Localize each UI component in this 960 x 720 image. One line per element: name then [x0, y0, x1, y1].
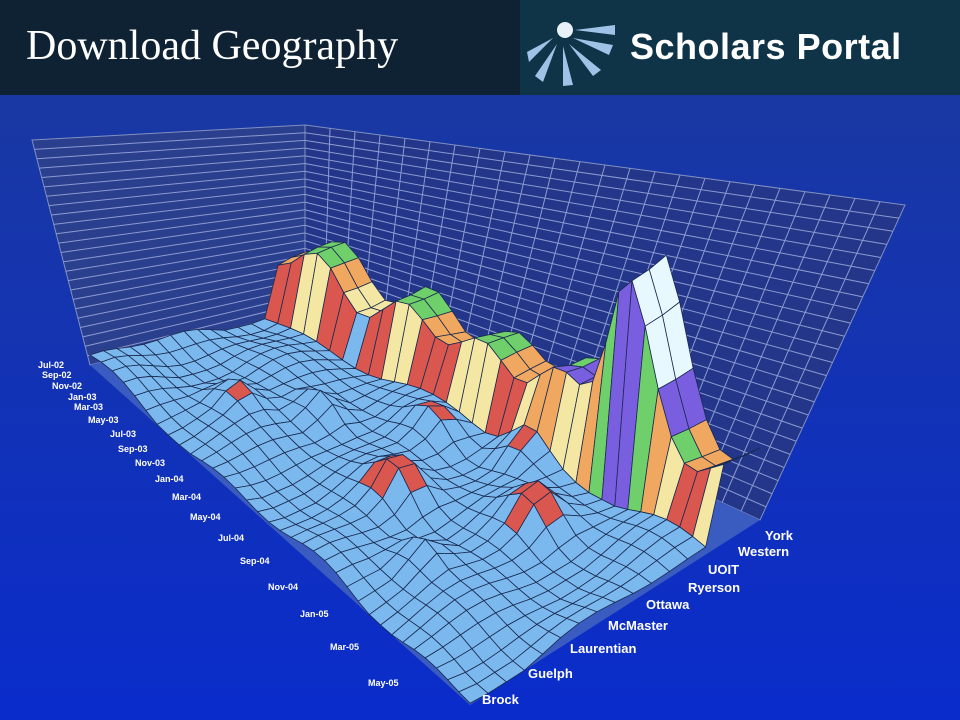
- university-label: York: [765, 528, 794, 543]
- wall-grid-line: [65, 232, 306, 272]
- wall-grid-line: [34, 132, 306, 150]
- university-label: Ryerson: [688, 580, 740, 595]
- wall-grid-line: [75, 263, 306, 310]
- wall-grid-line: [44, 163, 306, 188]
- date-label: Nov-04: [268, 582, 298, 592]
- university-label: Laurentian: [570, 641, 637, 656]
- wall-grid-line: [48, 178, 306, 207]
- wall-grid: [34, 128, 900, 512]
- date-label: Jul-02: [38, 360, 64, 370]
- date-label: May-05: [368, 678, 399, 688]
- date-label: Mar-04: [172, 492, 201, 502]
- university-label: McMaster: [608, 618, 668, 633]
- wall-grid-line: [56, 201, 306, 235]
- wall-grid-line: [70, 247, 306, 291]
- wall-grid-line: [63, 224, 306, 263]
- university-label: Guelph: [528, 666, 573, 681]
- date-label: Nov-02: [52, 381, 82, 391]
- date-label: May-04: [190, 512, 221, 522]
- wall-grid-line: [36, 139, 306, 160]
- wall-grid-line: [740, 201, 881, 512]
- date-label: Sep-04: [240, 556, 270, 566]
- slide-title: Download Geography: [26, 23, 399, 69]
- wall-grid-line: [46, 170, 306, 197]
- logo-bar: Scholars Portal: [520, 0, 960, 95]
- date-label: Sep-03: [118, 444, 148, 454]
- university-label: UOIT: [708, 562, 739, 577]
- wall-grid-line: [82, 286, 306, 338]
- wall-grid-line: [53, 193, 306, 225]
- surface-cell: [458, 683, 489, 704]
- date-label: Mar-05: [330, 642, 359, 652]
- title-bar: Download Geography: [0, 0, 520, 95]
- date-label: Sep-02: [42, 370, 72, 380]
- date-label: Nov-03: [135, 458, 165, 468]
- logo-icon: [527, 22, 615, 86]
- wall-grid-line: [51, 186, 306, 216]
- wall-grid-line: [77, 270, 306, 319]
- wall-grid-line: [58, 209, 306, 244]
- university-label: Western: [738, 544, 789, 559]
- date-label: May-03: [88, 415, 119, 425]
- wall-grid-line: [60, 217, 306, 253]
- date-label: Jul-03: [110, 429, 136, 439]
- logo-rays: [527, 22, 615, 86]
- surface: [89, 241, 761, 704]
- date-label: Mar-03: [74, 402, 103, 412]
- date-label: Jan-03: [68, 392, 97, 402]
- logo-text: Scholars Portal: [630, 26, 902, 67]
- university-label: Ottawa: [646, 597, 690, 612]
- date-label: Jan-04: [155, 474, 184, 484]
- wall-grid-line: [721, 198, 856, 503]
- wall-grid-line: [72, 255, 306, 300]
- wall-grid-line: [41, 155, 306, 178]
- date-label: Jul-04: [218, 533, 244, 543]
- wall-grid-line: [39, 147, 306, 169]
- wall-grid-line: [68, 240, 306, 282]
- date-label: Jan-05: [300, 609, 329, 619]
- wall-grid-line: [702, 194, 831, 494]
- wall-grid-line: [80, 278, 306, 328]
- university-label: Brock: [482, 692, 520, 707]
